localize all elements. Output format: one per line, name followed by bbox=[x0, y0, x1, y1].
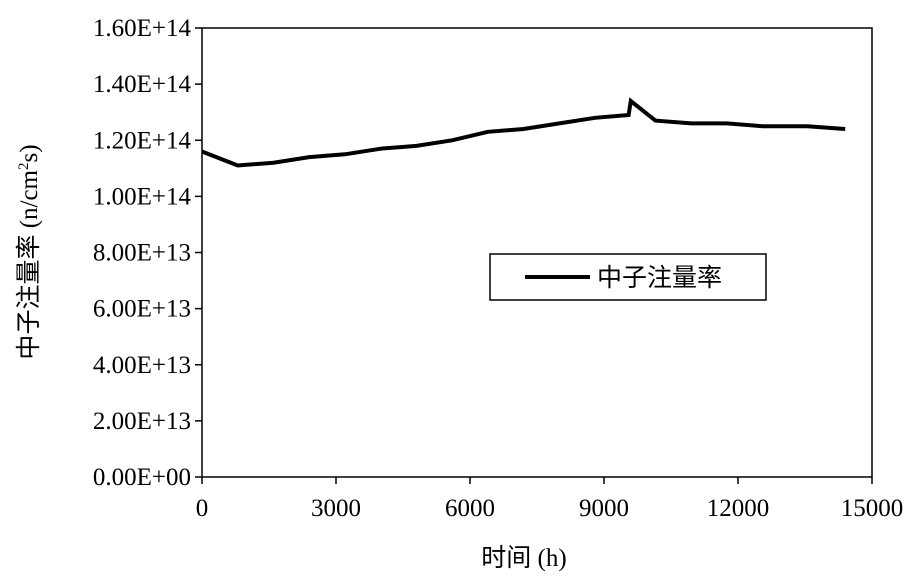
y-axis-title-tail: s) bbox=[16, 144, 43, 162]
y-axis-title-main: 中子注量率 (n/cm bbox=[15, 169, 43, 359]
y-tick-label: 1.60E+14 bbox=[93, 15, 192, 42]
x-axis-title: 时间 (h) bbox=[481, 544, 566, 572]
x-tick-label: 15000 bbox=[841, 495, 904, 522]
y-tick-label: 8.00E+13 bbox=[93, 240, 191, 267]
x-tick-label: 3000 bbox=[311, 495, 361, 522]
x-tick-label: 0 bbox=[196, 495, 209, 522]
y-axis-title: 中子注量率 (n/cm2s) bbox=[15, 144, 43, 359]
x-tick-label: 12000 bbox=[707, 495, 770, 522]
y-tick-label: 1.00E+14 bbox=[93, 183, 192, 210]
series-line bbox=[201, 97, 846, 168]
legend-label: 中子注量率 bbox=[597, 264, 722, 292]
y-tick-label: 1.40E+14 bbox=[93, 71, 192, 98]
y-axis-title-superscript: 2 bbox=[16, 162, 32, 170]
y-tick-label: 1.20E+14 bbox=[93, 127, 192, 154]
y-tick-label: 6.00E+13 bbox=[93, 296, 191, 323]
y-tick-label: 2.00E+13 bbox=[93, 408, 191, 435]
legend: 中子注量率 bbox=[489, 253, 767, 301]
y-axis: 0.00E+00 2.00E+13 4.00E+13 6.00E+13 8.00E+13… bbox=[93, 15, 202, 491]
x-tick-label: 6000 bbox=[445, 495, 495, 522]
y-tick-label: 0.00E+00 bbox=[93, 464, 191, 491]
x-tick-label: 9000 bbox=[579, 495, 629, 522]
series-layer bbox=[201, 97, 846, 168]
plot-area bbox=[201, 27, 873, 478]
y-tick-label: 4.00E+13 bbox=[93, 352, 191, 379]
x-axis: 0 3000 6000 9000 12000 15000 bbox=[196, 477, 904, 522]
